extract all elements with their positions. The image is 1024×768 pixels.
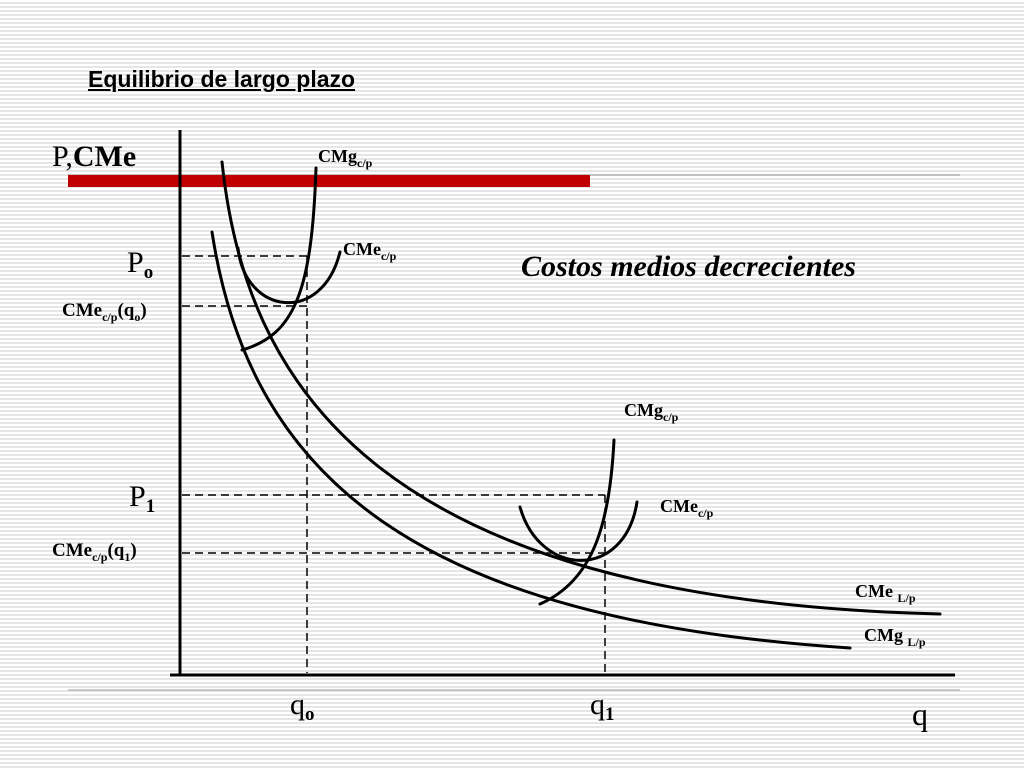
p0-label: Po	[127, 246, 153, 283]
slide-title: Equilibrio de largo plazo	[88, 66, 356, 92]
red-accent-bar	[68, 175, 590, 187]
cmg-short-run-label-bottom: CMgc/p	[624, 400, 679, 424]
chart-subtitle: Costos medios decrecientes	[521, 250, 856, 283]
cme-q0-label: CMec/p(qo)	[62, 300, 147, 324]
cmg-short-run-label-top: CMgc/p	[318, 146, 373, 170]
p1-label: P1	[129, 480, 155, 517]
cme-long-run-curve	[220, 160, 942, 616]
cmg-short-run-curve-q0	[240, 166, 318, 352]
cme-long-run-label: CMe L/p	[855, 581, 916, 605]
cme-q1-label: CMec/p(q1)	[52, 540, 137, 564]
cmg-short-run-curve-q1	[538, 438, 616, 606]
q0-label: qo	[290, 688, 315, 725]
q1-label: q1	[590, 688, 615, 725]
cme-short-run-curve-q1	[518, 500, 639, 562]
cmg-long-run-label: CMg L/p	[864, 625, 926, 649]
cme-short-run-label-bottom: CMec/p	[660, 496, 714, 520]
cme-short-run-curve-q0	[236, 246, 342, 305]
x-axis-label: q	[912, 696, 928, 732]
cmg-long-run-curve	[210, 230, 852, 650]
cme-short-run-label-top: CMec/p	[343, 239, 397, 263]
y-axis-label: P,CMe	[52, 140, 136, 173]
